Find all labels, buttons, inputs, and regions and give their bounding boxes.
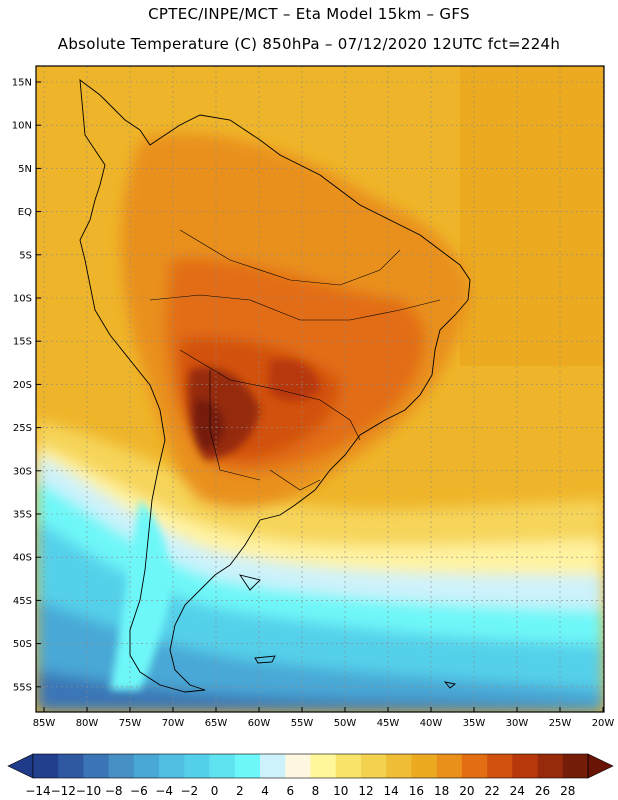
colorbar-swatch xyxy=(209,754,236,778)
colorbar-swatch xyxy=(108,754,135,778)
map-subtitle: Absolute Temperature (C) 850hPa – 07/12/… xyxy=(57,35,561,53)
lon-tick-label: 65W xyxy=(205,718,228,729)
colorbar-label: −14 xyxy=(25,784,50,798)
colorbar-label: 14 xyxy=(384,784,399,798)
colorbar-swatch xyxy=(537,754,564,778)
colorbar-label: −12 xyxy=(51,784,76,798)
colorbar-label: −10 xyxy=(76,784,101,798)
colorbar-swatch xyxy=(436,754,463,778)
lat-tick-label: 50S xyxy=(13,639,32,650)
lat-tick-label: 20S xyxy=(13,380,32,391)
colorbar-swatch xyxy=(386,754,412,778)
lon-tick-label: 20W xyxy=(592,718,615,729)
lat-tick-label: 10N xyxy=(12,121,32,132)
colorbar-label: 8 xyxy=(312,784,320,798)
latitude-labels: 15N 10N 5N EQ 5S 10S 15S 20S 25S 30S 35S 40S 45S 50S 5… xyxy=(12,78,41,693)
colorbar-swatch xyxy=(310,754,337,778)
colorbar-frame xyxy=(32,753,589,779)
lon-tick-label: 45W xyxy=(377,718,400,729)
colorbar-label: 16 xyxy=(409,784,424,798)
colorbar-label: 0 xyxy=(211,784,219,798)
lat-tick-label: EQ xyxy=(18,207,32,218)
longitude-labels: 85W 80W 75W 70W 65W 60W 55W 50W 45W 40W 35W 30W 25W 2… xyxy=(33,707,615,729)
colorbar-swatch xyxy=(335,754,362,778)
lon-tick-label: 75W xyxy=(119,718,142,729)
colorbar-label: 26 xyxy=(535,784,550,798)
lon-tick-label: 50W xyxy=(334,718,357,729)
colorbar-swatch xyxy=(512,754,538,778)
colorbar-label: 24 xyxy=(510,784,525,798)
colorbar-swatch xyxy=(260,754,286,778)
colorbar-swatch xyxy=(487,754,513,778)
colorbar-swatch xyxy=(411,754,437,778)
colorbar-label: 2 xyxy=(236,784,244,798)
lon-tick-label: 80W xyxy=(76,718,99,729)
colorbar-label: 18 xyxy=(434,784,449,798)
colorbar-swatch xyxy=(461,754,488,778)
colorbar-swatch xyxy=(83,754,109,778)
map-title: CPTEC/INPE/MCT – Eta Model 15km – GFS xyxy=(148,5,470,23)
colorbar-swatch xyxy=(58,754,84,778)
lat-tick-label: 40S xyxy=(13,553,32,564)
lon-tick-label: 30W xyxy=(506,718,529,729)
colorbar-label: 4 xyxy=(261,784,269,798)
colorbar-swatch xyxy=(133,754,160,778)
colorbar-label: 20 xyxy=(459,784,474,798)
colorbar-swatch xyxy=(184,754,210,778)
lat-tick-label: 15S xyxy=(13,337,32,348)
colorbar-label: −6 xyxy=(130,784,148,798)
colorbar-swatch xyxy=(33,754,59,778)
lat-tick-label: 55S xyxy=(13,682,32,693)
lon-tick-label: 35W xyxy=(463,718,486,729)
map-frame xyxy=(35,65,605,713)
colorbar-over-arrow xyxy=(587,753,614,779)
colorbar-label: −2 xyxy=(181,784,199,798)
colorbar-under-arrow xyxy=(7,753,34,779)
lon-tick-label: 40W xyxy=(420,718,443,729)
lat-tick-label: 15N xyxy=(12,78,32,89)
colorbar xyxy=(7,753,614,779)
lat-tick-label: 5S xyxy=(19,250,32,261)
colorbar-swatch xyxy=(234,754,261,778)
colorbar-label: 12 xyxy=(358,784,373,798)
lat-tick-label: 30S xyxy=(13,466,32,477)
colorbar-label: 22 xyxy=(484,784,499,798)
colorbar-label: 28 xyxy=(560,784,575,798)
lon-tick-label: 25W xyxy=(549,718,572,729)
lat-tick-label: 5N xyxy=(18,164,32,175)
coastlines xyxy=(79,79,471,693)
lat-tick-label: 10S xyxy=(13,294,32,305)
colorbar-swatch xyxy=(360,754,387,778)
lon-tick-label: 85W xyxy=(33,718,56,729)
temperature-field xyxy=(36,66,604,712)
colorbar-swatch xyxy=(285,754,311,778)
colorbar-label: 10 xyxy=(333,784,348,798)
lon-tick-label: 60W xyxy=(248,718,271,729)
lon-tick-label: 70W xyxy=(162,718,185,729)
colorbar-label: 6 xyxy=(286,784,294,798)
lat-tick-label: 45S xyxy=(13,596,32,607)
lat-tick-label: 35S xyxy=(13,510,32,521)
lat-tick-label: 25S xyxy=(13,423,32,434)
colorbar-label: −8 xyxy=(105,784,123,798)
colorbar-swatch xyxy=(562,754,589,778)
colorbar-labels: −14 −12 −10 −8 −6 −4 −2 0 2 4 6 8 10 12 14 16 18 20 22 24 26… xyxy=(25,784,575,798)
lon-tick-label: 55W xyxy=(291,718,314,729)
colorbar-label: −4 xyxy=(155,784,173,798)
colorbar-swatch xyxy=(159,754,185,778)
